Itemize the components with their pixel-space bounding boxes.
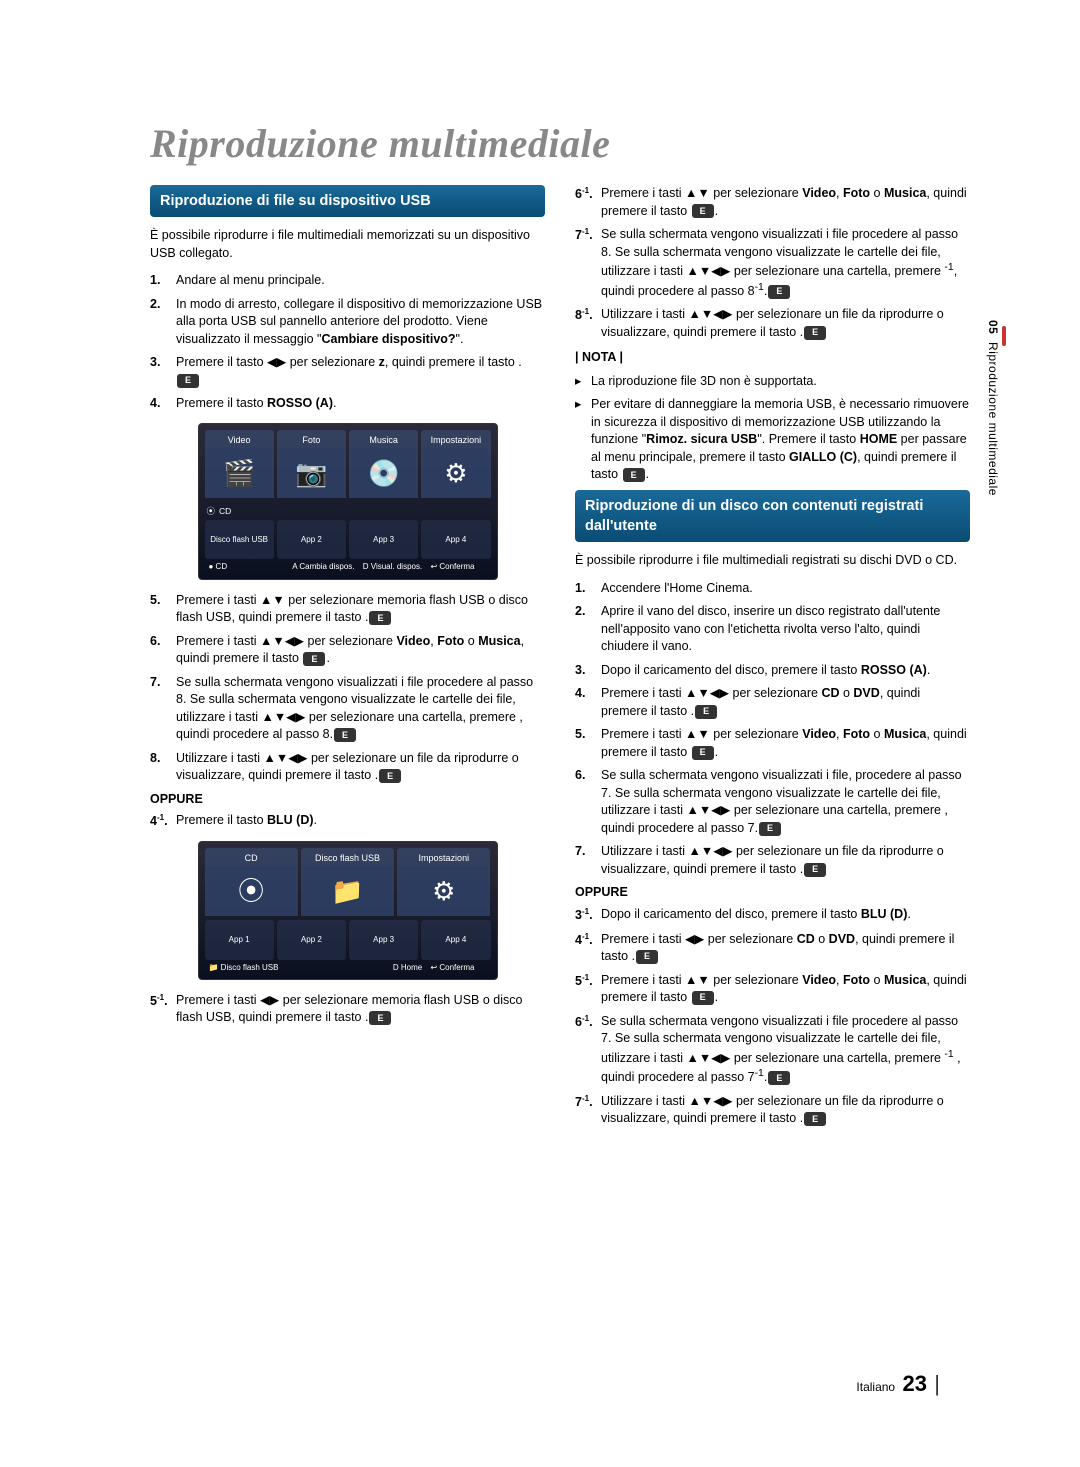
enter-icon: E (768, 1071, 790, 1085)
list-item: 7.Se sulla schermata vengono visualizzat… (150, 674, 545, 744)
enter-icon: E (804, 326, 826, 340)
list-item: 5.Premere i tasti ▲▼ per selezionare Vid… (575, 726, 970, 761)
list-item: 7-1.Utilizzare i tasti ▲▼◀▶ per selezion… (575, 1093, 970, 1128)
enter-icon: E (695, 705, 717, 719)
list-item: 6.Se sulla schermata vengono visualizzat… (575, 767, 970, 837)
enter-icon: E (303, 652, 325, 666)
right-column: 6-1.Premere i tasti ▲▼ per selezionare V… (575, 185, 970, 1134)
shot-app: App 4 (421, 920, 490, 959)
note-item: ▸La riproduzione file 3D non è supportat… (575, 373, 970, 391)
list-item: 4.Premere i tasti ▲▼◀▶ per selezionare C… (575, 685, 970, 720)
list-item: 6-1.Se sulla schermata vengono visualizz… (575, 1013, 970, 1087)
screenshot-1: Video🎬Foto📷Musica💿Impostazioni⚙ ⦿CD Disc… (198, 423, 498, 580)
shot-app: App 2 (277, 920, 346, 959)
list-item: 1.Accendere l'Home Cinema. (575, 580, 970, 598)
enter-icon: E (804, 863, 826, 877)
enter-icon: E (369, 611, 391, 625)
oppure-right: OPPURE (575, 884, 970, 902)
enter-icon: E (804, 1112, 826, 1126)
enter-icon: E (768, 285, 790, 299)
enter-icon: E (334, 728, 356, 742)
shot-app: App 2 (277, 520, 346, 559)
shot-app: App 1 (205, 920, 274, 959)
side-tab-bar (1002, 326, 1006, 346)
list-item: 6-1.Premere i tasti ▲▼ per selezionare V… (575, 185, 970, 220)
left-step-5-1: 5-1.Premere i tasti ◀▶ per selezionare m… (150, 992, 545, 1027)
left-steps-2: 5.Premere i tasti ▲▼ per selezionare mem… (150, 592, 545, 785)
enter-icon: E (692, 991, 714, 1005)
list-item: 4-1.Premere i tasti ◀▶ per selezionare C… (575, 931, 970, 966)
enter-icon: E (692, 204, 714, 218)
oppure-left: OPPURE (150, 791, 545, 809)
list-item: 3-1.Dopo il caricamento del disco, preme… (575, 906, 970, 925)
enter-icon: E (636, 950, 658, 964)
side-tab: 05 Riproduzione multimediale (986, 320, 1000, 496)
list-item: 3.Dopo il caricamento del disco, premere… (575, 662, 970, 680)
shot-tile: Video🎬 (205, 430, 274, 499)
shot-tile: Impostazioni⚙ (421, 430, 490, 499)
columns: Riproduzione di file su dispositivo USB … (150, 185, 970, 1134)
right-steps: 1.Accendere l'Home Cinema. 2.Aprire il va… (575, 580, 970, 879)
enter-icon: E (692, 746, 714, 760)
enter-icon: E (177, 374, 199, 388)
enter-icon: E (759, 822, 781, 836)
list-item: 4-1.Premere il tasto BLU (D). (150, 812, 545, 831)
section-banner-usb: Riproduzione di file su dispositivo USB (150, 185, 545, 217)
list-item: 3.Premere il tasto ◀▶ per selezionare z,… (150, 354, 545, 389)
shot-tile: Foto📷 (277, 430, 346, 499)
list-item: 2.Aprire il vano del disco, inserire un … (575, 603, 970, 656)
list-item: 5-1.Premere i tasti ◀▶ per selezionare m… (150, 992, 545, 1027)
list-item: 8-1.Utilizzare i tasti ▲▼◀▶ per selezion… (575, 306, 970, 341)
shot-tile: Musica💿 (349, 430, 418, 499)
intro-usb: È possibile riprodurre i file multimedia… (150, 227, 545, 262)
page-title: Riproduzione multimediale (150, 120, 970, 167)
right-steps-top: 6-1.Premere i tasti ▲▼ per selezionare V… (575, 185, 970, 341)
shot-tile: CD⦿ (205, 848, 298, 917)
list-item: 1.Andare al menu principale. (150, 272, 545, 290)
shot-app: App 4 (421, 520, 490, 559)
nota-heading: | NOTA | (575, 349, 970, 367)
enter-icon: E (623, 468, 645, 482)
left-step-4-1: 4-1.Premere il tasto BLU (D). (150, 812, 545, 831)
list-item: 8.Utilizzare i tasti ▲▼◀▶ per selezionar… (150, 750, 545, 785)
list-item: 6.Premere i tasti ▲▼◀▶ per selezionare V… (150, 633, 545, 668)
right-steps-2: 3-1.Dopo il caricamento del disco, preme… (575, 906, 970, 1128)
note-item: ▸Per evitare di danneggiare la memoria U… (575, 396, 970, 484)
list-item: 5-1.Premere i tasti ▲▼ per selezionare V… (575, 972, 970, 1007)
shot-tile: Disco flash USB📁 (301, 848, 394, 917)
left-column: Riproduzione di file su dispositivo USB … (150, 185, 545, 1134)
enter-icon: E (379, 769, 401, 783)
list-item: 4.Premere il tasto ROSSO (A). (150, 395, 545, 413)
list-item: 7-1.Se sulla schermata vengono visualizz… (575, 226, 970, 300)
enter-icon: E (369, 1011, 391, 1025)
shot-app: App 3 (349, 520, 418, 559)
section-banner-disc: Riproduzione di un disco con contenuti r… (575, 490, 970, 543)
nota-list: ▸La riproduzione file 3D non è supportat… (575, 373, 970, 484)
left-steps: 1.Andare al menu principale. 2.In modo di… (150, 272, 545, 413)
shot-app: App 3 (349, 920, 418, 959)
list-item: 7.Utilizzare i tasti ▲▼◀▶ per selezionar… (575, 843, 970, 878)
list-item: 2.In modo di arresto, collegare il dispo… (150, 296, 545, 349)
list-item: 5.Premere i tasti ▲▼ per selezionare mem… (150, 592, 545, 627)
page-footer: Italiano 23 | (856, 1371, 940, 1397)
shot-tile: Impostazioni⚙ (397, 848, 490, 917)
screenshot-2: CD⦿Disco flash USB📁Impostazioni⚙ App 1Ap… (198, 841, 498, 980)
shot-app: Disco flash USB (205, 520, 274, 559)
intro-disc: È possibile riprodurre i file multimedia… (575, 552, 970, 570)
